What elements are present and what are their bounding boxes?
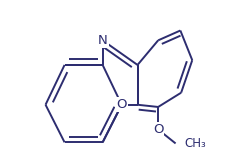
Text: N: N [98,34,108,47]
Text: O: O [116,98,127,111]
Text: O: O [153,123,163,136]
Text: CH₃: CH₃ [184,137,206,150]
